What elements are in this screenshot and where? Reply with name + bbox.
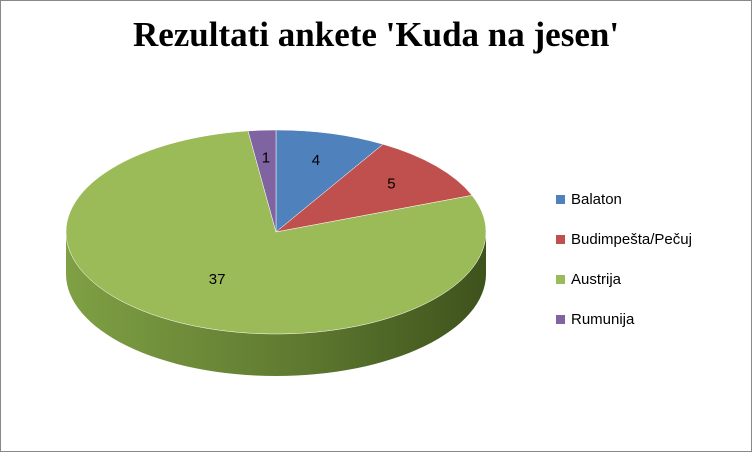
- legend-item-budimpesta-pecuj: Budimpešta/Pečuj: [556, 229, 692, 249]
- data-label-budimpesta-pecuj: 5: [387, 176, 395, 193]
- legend-item-rumunija: Rumunija: [556, 309, 692, 329]
- legend-item-austrija: Austrija: [556, 269, 692, 289]
- legend-label-austrija: Austrija: [571, 270, 622, 288]
- legend-item-balaton: Balaton: [556, 189, 692, 209]
- legend: Balaton Budimpešta/Pečuj Austrija Rumuni…: [556, 189, 692, 349]
- legend-label-budimpesta-pecuj: Budimpešta/Pečuj: [571, 230, 692, 248]
- legend-swatch-balaton: [556, 194, 565, 204]
- legend-swatch-budimpesta-pecuj: [556, 234, 565, 244]
- pie-data-labels: 4 5 37 1: [209, 150, 396, 289]
- pie-slice-rumunija: [247, 129, 277, 233]
- data-label-rumunija: 1: [262, 150, 270, 167]
- pie-slice-balaton: [275, 129, 384, 233]
- pie-slice-budimpesta-pecuj: [275, 143, 473, 233]
- data-label-austrija: 37: [209, 271, 226, 288]
- legend-swatch-rumunija: [556, 314, 565, 324]
- legend-label-rumunija: Rumunija: [571, 310, 635, 328]
- pie-side-austrija: [66, 232, 486, 376]
- legend-swatch-austrija: [556, 274, 565, 284]
- pie-slices: [65, 129, 487, 376]
- pie-slice-austrija: [65, 130, 487, 335]
- chart-title: Rezultati ankete 'Kuda na jesen': [132, 15, 620, 54]
- legend-label-balaton: Balaton: [571, 190, 622, 208]
- data-label-balaton: 4: [312, 152, 320, 169]
